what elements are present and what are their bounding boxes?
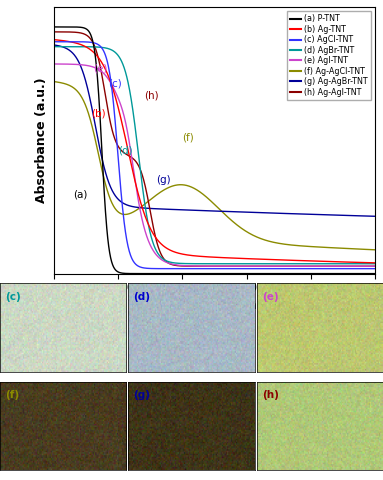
Line: (a) P-TNT: (a) P-TNT	[54, 27, 375, 274]
(b) Ag-TNT	[373, 260, 378, 266]
(b) Ag-TNT	[193, 253, 198, 259]
(d) AgBr-TNT	[193, 261, 198, 266]
Text: (g): (g)	[157, 175, 171, 185]
Line: (h) Ag-AgI-TNT: (h) Ag-AgI-TNT	[54, 32, 375, 266]
(f) Ag-AgCl-TNT	[84, 105, 89, 110]
(e) AgI-TNT	[302, 264, 307, 269]
Text: (c): (c)	[108, 79, 122, 89]
(g) Ag-AgBr-TNT	[373, 214, 378, 219]
(f) Ag-AgCl-TNT	[308, 244, 313, 250]
Text: (g): (g)	[133, 391, 151, 400]
(c) AgCl-TNT	[373, 266, 378, 272]
(f) Ag-AgCl-TNT	[272, 240, 277, 245]
(f) Ag-AgCl-TNT	[302, 243, 307, 249]
(g) Ag-AgBr-TNT	[84, 81, 89, 87]
(h) Ag-AgI-TNT	[51, 29, 56, 35]
Line: (d) AgBr-TNT: (d) AgBr-TNT	[54, 47, 375, 264]
(f) Ag-AgCl-TNT	[193, 186, 198, 192]
(e) AgI-TNT	[193, 263, 198, 269]
(a) P-TNT	[272, 271, 277, 276]
(f) Ag-AgCl-TNT	[373, 247, 378, 252]
(c) AgCl-TNT	[308, 266, 313, 272]
Text: (c): (c)	[5, 292, 21, 302]
(a) P-TNT	[302, 271, 307, 276]
(g) Ag-AgBr-TNT	[182, 207, 186, 213]
Text: (a): (a)	[73, 190, 87, 200]
Line: (b) Ag-TNT: (b) Ag-TNT	[54, 40, 375, 263]
Line: (e) AgI-TNT: (e) AgI-TNT	[54, 64, 375, 266]
(g) Ag-AgBr-TNT	[308, 211, 313, 217]
(d) AgBr-TNT	[272, 261, 277, 266]
(a) P-TNT	[182, 271, 186, 276]
(c) AgCl-TNT	[193, 266, 198, 272]
(h) Ag-AgI-TNT	[182, 263, 186, 269]
(h) Ag-AgI-TNT	[356, 264, 360, 269]
(b) Ag-TNT	[302, 258, 307, 264]
Text: (e): (e)	[93, 64, 108, 74]
(g) Ag-AgBr-TNT	[302, 211, 307, 217]
(d) AgBr-TNT	[51, 44, 56, 49]
(e) AgI-TNT	[308, 264, 313, 269]
(h) Ag-AgI-TNT	[373, 264, 378, 269]
Text: (f): (f)	[182, 133, 194, 143]
(g) Ag-AgBr-TNT	[193, 207, 198, 213]
(b) Ag-TNT	[308, 258, 313, 264]
(a) P-TNT	[308, 271, 313, 276]
Text: (d): (d)	[133, 292, 151, 302]
(e) AgI-TNT	[182, 263, 186, 268]
(d) AgBr-TNT	[373, 261, 377, 266]
(h) Ag-AgI-TNT	[272, 264, 277, 269]
(c) AgCl-TNT	[303, 266, 307, 272]
(b) Ag-TNT	[84, 44, 89, 50]
Line: (g) Ag-AgBr-TNT: (g) Ag-AgBr-TNT	[54, 45, 375, 216]
Text: (e): (e)	[262, 292, 278, 302]
(c) AgCl-TNT	[272, 266, 277, 272]
(d) AgBr-TNT	[182, 261, 186, 266]
(h) Ag-AgI-TNT	[308, 264, 313, 269]
(d) AgBr-TNT	[302, 261, 307, 266]
(b) Ag-TNT	[272, 257, 277, 263]
(g) Ag-AgBr-TNT	[272, 210, 277, 216]
(h) Ag-AgI-TNT	[193, 264, 198, 269]
Y-axis label: Absorbance (a.u.): Absorbance (a.u.)	[35, 78, 48, 203]
(d) AgBr-TNT	[373, 261, 378, 266]
Text: (d): (d)	[118, 145, 133, 155]
(a) P-TNT	[193, 271, 198, 276]
(d) AgBr-TNT	[308, 261, 313, 266]
(e) AgI-TNT	[51, 61, 56, 67]
(a) P-TNT	[373, 271, 378, 276]
(a) P-TNT	[84, 26, 89, 32]
(f) Ag-AgCl-TNT	[51, 79, 56, 84]
(c) AgCl-TNT	[182, 266, 186, 272]
Text: (h): (h)	[262, 391, 278, 400]
(c) AgCl-TNT	[51, 39, 56, 45]
(b) Ag-TNT	[182, 252, 186, 257]
Line: (c) AgCl-TNT: (c) AgCl-TNT	[54, 42, 375, 269]
(c) AgCl-TNT	[301, 266, 305, 272]
(e) AgI-TNT	[272, 264, 277, 269]
(a) P-TNT	[51, 24, 56, 30]
(b) Ag-TNT	[51, 37, 56, 43]
(c) AgCl-TNT	[84, 39, 89, 45]
Text: (b): (b)	[91, 108, 106, 118]
(f) Ag-AgCl-TNT	[182, 182, 186, 188]
(h) Ag-AgI-TNT	[302, 264, 307, 269]
(h) Ag-AgI-TNT	[84, 32, 89, 38]
(e) AgI-TNT	[84, 62, 89, 68]
Text: (f): (f)	[5, 391, 19, 400]
(d) AgBr-TNT	[84, 44, 89, 49]
Legend: (a) P-TNT, (b) Ag-TNT, (c) AgCl-TNT, (d) AgBr-TNT, (e) AgI-TNT, (f) Ag-AgCl-TNT,: (a) P-TNT, (b) Ag-TNT, (c) AgCl-TNT, (d)…	[287, 11, 371, 100]
(g) Ag-AgBr-TNT	[51, 42, 56, 48]
(e) AgI-TNT	[373, 264, 378, 269]
Line: (f) Ag-AgCl-TNT: (f) Ag-AgCl-TNT	[54, 82, 375, 250]
X-axis label: Wavelength (nm): Wavelength (nm)	[154, 299, 275, 312]
Text: (h): (h)	[144, 91, 158, 101]
